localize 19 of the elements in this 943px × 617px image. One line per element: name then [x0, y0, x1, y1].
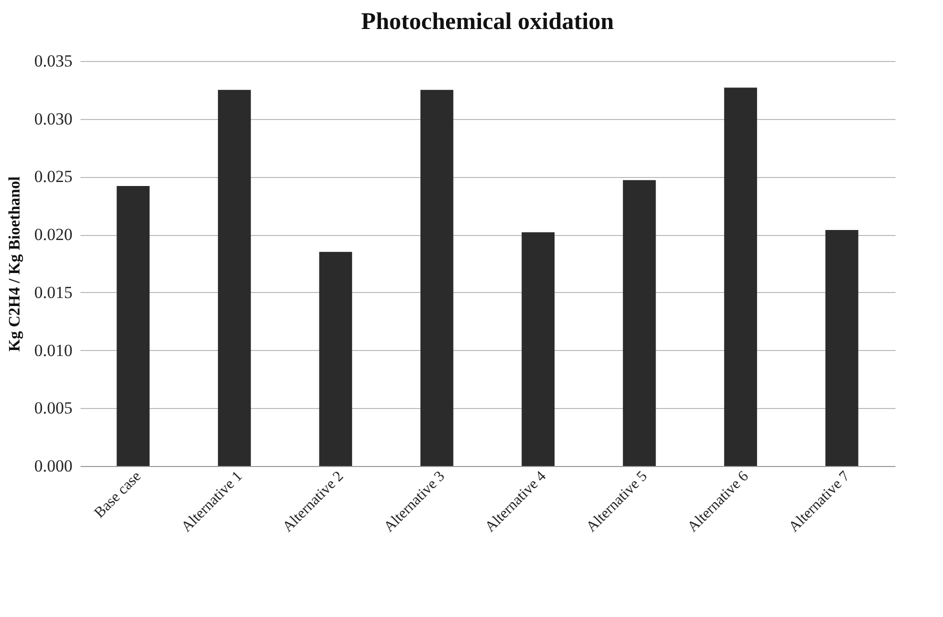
bar: [825, 230, 858, 466]
bar: [420, 90, 454, 466]
x-tick-label: Base case: [92, 468, 145, 522]
bar: [218, 90, 251, 466]
bar: [724, 88, 758, 466]
y-tick-label: 0.005: [34, 398, 72, 418]
y-tick-label: 0.020: [34, 225, 72, 244]
bar: [522, 232, 555, 466]
y-tick-label: 0.015: [34, 282, 72, 302]
chart-title: Photochemical oxidation: [361, 9, 614, 35]
y-tick-label: 0.010: [34, 340, 72, 360]
y-tick-label: 0.025: [34, 167, 72, 186]
bar: [319, 252, 352, 466]
bar: [116, 186, 150, 466]
y-tick-label: 0.035: [34, 52, 72, 70]
y-tick-label: 0.000: [34, 456, 72, 476]
bar: [622, 180, 656, 466]
y-tick-label: 0.030: [34, 109, 72, 128]
y-axis-title: Kg C2H4 / Kg Bioethanol: [6, 176, 24, 352]
